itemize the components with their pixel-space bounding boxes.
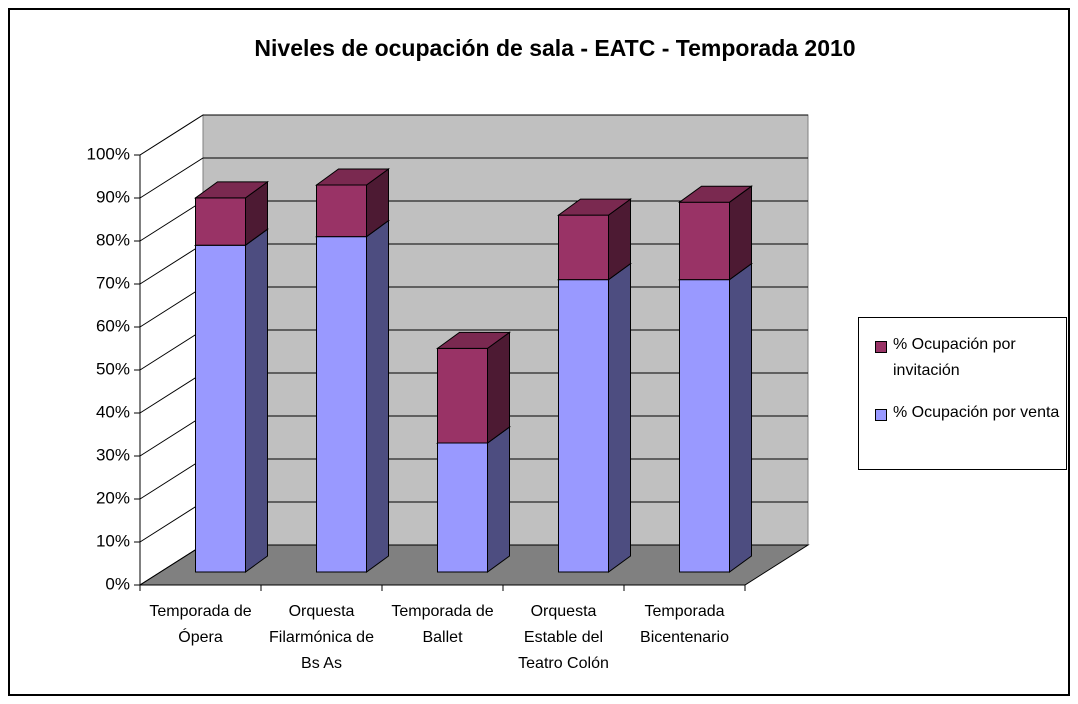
bar <box>435 426 512 573</box>
y-tick-label: 60% <box>96 316 130 335</box>
grid-line <box>139 114 808 156</box>
bar-top <box>314 168 391 186</box>
legend-label: % Ocupación por invitación <box>893 336 1016 379</box>
legend-label: % Ocupación por venta <box>893 404 1060 421</box>
bar-top <box>193 181 270 199</box>
y-tick-label: 90% <box>96 187 130 206</box>
bar-side <box>608 262 631 573</box>
x-tick-label: Temporada de Ópera <box>149 603 252 646</box>
bar-front <box>437 442 488 573</box>
bar <box>677 262 754 573</box>
bar-front <box>558 214 609 281</box>
bar-side <box>245 228 268 573</box>
x-tick-label: Orquesta Filarmónica de Bs As <box>269 603 374 672</box>
x-tick-label: Temporada de Ballet <box>391 603 494 646</box>
y-tick-label: 50% <box>96 359 130 378</box>
bar-front <box>558 279 609 573</box>
bar-front <box>316 236 367 573</box>
y-tick-label: 100% <box>87 144 130 163</box>
bar-front <box>679 201 730 281</box>
y-tick-label: 70% <box>96 273 130 292</box>
bar-top <box>435 331 512 349</box>
bar-front <box>195 244 246 573</box>
bar-side <box>366 219 389 573</box>
grid-line <box>139 157 808 199</box>
bar <box>193 180 270 247</box>
bar <box>193 228 270 573</box>
y-tick-label: 0% <box>105 574 130 593</box>
bar <box>314 219 391 573</box>
bar-top <box>556 198 633 216</box>
legend: % Ocupación por invitación % Ocupación po… <box>858 317 1067 470</box>
bar-top <box>677 185 754 203</box>
bar <box>435 331 512 444</box>
bar <box>556 198 633 281</box>
bar-front <box>679 279 730 573</box>
y-tick-label: 30% <box>96 445 130 464</box>
bar <box>314 168 391 238</box>
y-tick-label: 10% <box>96 531 130 550</box>
bar-side <box>487 331 510 444</box>
chart-title: Niveles de ocupación de sala - EATC - Te… <box>254 35 855 61</box>
x-tick-label: Orquesta Estable del Teatro Colón <box>518 603 609 672</box>
bar-side <box>487 426 510 573</box>
bar-front <box>195 197 246 246</box>
bar <box>556 262 633 573</box>
bar-front <box>437 347 488 444</box>
y-tick-label: 80% <box>96 230 130 249</box>
legend-swatch <box>875 409 887 421</box>
x-tick-label: Temporada Bicentenario <box>640 603 729 646</box>
bar-front <box>316 184 367 238</box>
bar-side <box>729 262 752 573</box>
bar <box>677 185 754 281</box>
legend-swatch <box>875 341 887 353</box>
y-tick-label: 20% <box>96 488 130 507</box>
y-tick-label: 40% <box>96 402 130 421</box>
